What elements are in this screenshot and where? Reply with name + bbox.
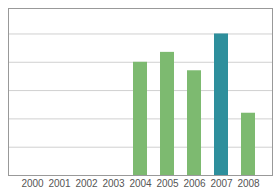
svg-text:2005: 2005 — [156, 178, 179, 189]
svg-text:2000: 2000 — [21, 178, 44, 189]
svg-text:2003: 2003 — [102, 178, 125, 189]
svg-text:2001: 2001 — [48, 178, 71, 189]
svg-text:2004: 2004 — [129, 178, 152, 189]
svg-text:2007: 2007 — [210, 178, 233, 189]
svg-text:2006: 2006 — [183, 178, 206, 189]
svg-text:2002: 2002 — [75, 178, 98, 189]
svg-text:2008: 2008 — [237, 178, 260, 189]
